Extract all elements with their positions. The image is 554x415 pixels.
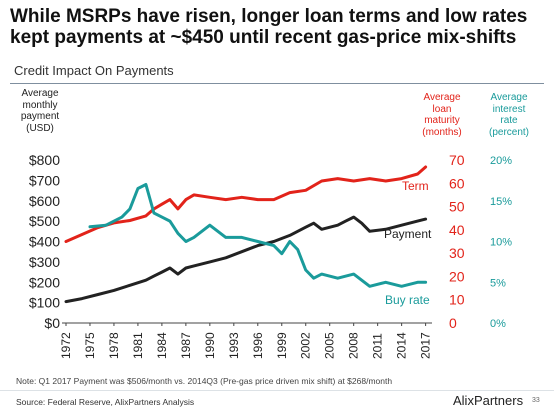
- x-tick-label: 1990: [203, 332, 217, 359]
- x-tick-label: 2002: [299, 332, 313, 359]
- x-tick-label: 2005: [323, 332, 337, 359]
- payment-tick-label: $0: [44, 315, 60, 331]
- term-tick-label: 0: [449, 315, 457, 331]
- rate-tick-label: 0%: [490, 318, 506, 330]
- rate-tick-label: 5%: [490, 277, 506, 289]
- x-tick-label: 1978: [107, 332, 121, 359]
- rate-axis-header: Average interest rate (percent): [478, 92, 540, 138]
- header-left-line: Average: [21, 88, 59, 99]
- term-line: [64, 165, 428, 243]
- payment-tick-label: $100: [29, 295, 60, 311]
- brand-logo: AlixPartners: [453, 393, 524, 408]
- payment-tick-label: $400: [29, 234, 60, 250]
- term-tick-label: 40: [449, 222, 465, 238]
- title-line-1: While MSRPs have risen, longer loan term…: [10, 6, 528, 27]
- payment-tick-label: $300: [29, 254, 60, 270]
- term-tick-label: 60: [449, 175, 465, 191]
- term-tick-label: 20: [449, 268, 465, 284]
- x-tick-label: 1975: [83, 332, 97, 359]
- payment-axis-header: Average monthly payment (USD): [8, 88, 72, 134]
- x-tick-label: 1981: [131, 332, 145, 359]
- rate-tick-label: 10%: [490, 237, 512, 249]
- term-series-label: Term: [402, 179, 429, 193]
- header-mid-line: maturity: [424, 115, 460, 126]
- x-tick-label: 2011: [371, 333, 385, 359]
- page-title: While MSRPs have risen, longer loan term…: [10, 6, 550, 48]
- header-mid-line: Average: [423, 92, 461, 103]
- x-tick-label: 1984: [155, 332, 169, 359]
- page-number: 33: [532, 397, 540, 404]
- header-mid-line: loan: [432, 103, 452, 115]
- payment-tick-label: $200: [29, 274, 60, 290]
- x-tick-label: 1999: [275, 332, 289, 359]
- payment-tick-label: $600: [29, 193, 60, 209]
- title-line-2: kept payments at ~$450 until recent gas-…: [10, 27, 517, 48]
- chart-note: Note: Q1 2017 Payment was $506/month vs.…: [16, 376, 393, 386]
- header-right-line: (percent): [488, 126, 529, 138]
- x-tick-label: 1993: [227, 332, 241, 359]
- header-right-line: rate: [500, 115, 518, 126]
- term-tick-label: 70: [449, 152, 465, 168]
- header-left-line: monthly: [22, 99, 58, 111]
- subtitle-divider: [10, 83, 544, 84]
- x-tick-label: 2014: [395, 332, 409, 359]
- footer-divider: [0, 390, 554, 391]
- rate-tick-label: 20%: [490, 155, 512, 167]
- payment-line: [64, 215, 428, 304]
- term-axis-header: Average loan maturity (months): [413, 92, 471, 138]
- payment-tick-label: $700: [29, 172, 60, 188]
- buy-rate-line: [88, 183, 428, 288]
- term-tick-label: 30: [449, 245, 465, 261]
- x-tick-label: 2008: [347, 332, 361, 359]
- source-text: Source: Federal Reserve, AlixPartners An…: [16, 397, 195, 407]
- payment-tick-label: $500: [29, 213, 60, 229]
- x-tick-label: 1987: [179, 332, 193, 359]
- header-right-line: interest: [492, 103, 526, 115]
- x-tick-label: 1972: [59, 332, 73, 359]
- x-tick-label: 2017: [419, 332, 433, 359]
- term-tick-label: 10: [449, 292, 465, 308]
- header-mid-line: (months): [422, 126, 462, 138]
- x-tick-label: 1996: [251, 332, 265, 359]
- payment-tick-label: $800: [29, 152, 60, 168]
- payment-series-label: Payment: [384, 227, 432, 241]
- header-left-line: (USD): [26, 122, 54, 134]
- rate-tick-label: 15%: [490, 196, 512, 208]
- term-tick-label: 50: [449, 199, 465, 215]
- chart-subtitle: Credit Impact On Payments: [14, 63, 174, 78]
- header-right-line: Average: [490, 92, 528, 103]
- buy-rate-series-label: Buy rate: [385, 293, 430, 307]
- header-left-line: payment: [20, 111, 60, 122]
